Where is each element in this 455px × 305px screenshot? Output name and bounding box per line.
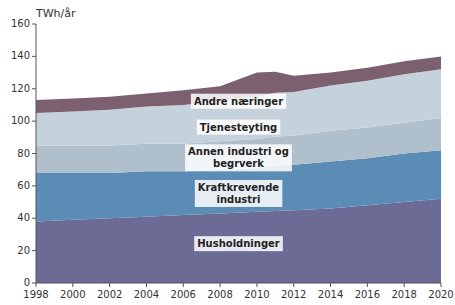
x-tick-label: 1998 — [23, 289, 48, 300]
x-tick-label: 2008 — [207, 289, 232, 300]
annotation-box — [191, 94, 286, 109]
x-tick — [256, 283, 257, 287]
x-tick — [183, 283, 184, 287]
y-tick — [32, 250, 36, 251]
x-tick-label: 2002 — [97, 289, 122, 300]
x-tick-label: 2020 — [428, 289, 453, 300]
annotation: Kraftkrevendeindustri — [195, 180, 283, 207]
y-tick — [32, 88, 36, 89]
annotation-text: Tjenesteyting — [200, 122, 277, 133]
y-tick-label: 20 — [17, 245, 30, 256]
y-axis-label: TWh/år — [35, 7, 76, 20]
annotation-box — [195, 180, 283, 207]
x-tick-label: 2000 — [60, 289, 85, 300]
y-tick — [32, 24, 36, 25]
annotation-box — [197, 120, 280, 135]
y-tick — [32, 185, 36, 186]
x-tick-label: 2014 — [318, 289, 343, 300]
annotation: Tjenesteyting — [197, 120, 280, 135]
x-tick — [72, 283, 73, 287]
y-tick-label: 120 — [11, 83, 30, 94]
annotation: Andre næringer — [191, 94, 286, 109]
annotation-text: Kraftkrevendeindustri — [198, 182, 280, 205]
x-tick — [36, 283, 37, 287]
annotation-box — [185, 144, 292, 171]
annotation-text: Annen industri ogbegrverk — [188, 146, 289, 169]
x-tick — [330, 283, 331, 287]
x-tick-label: 2006 — [171, 289, 196, 300]
y-tick — [32, 56, 36, 57]
x-tick-label: 2010 — [244, 289, 269, 300]
annotation-box — [194, 236, 283, 251]
y-tick-label: 60 — [17, 180, 30, 191]
area — [36, 56, 441, 113]
x-tick — [220, 283, 221, 287]
areas — [36, 56, 441, 283]
y-tick — [32, 218, 36, 219]
y-tick-label: 100 — [11, 115, 30, 126]
x-tick — [367, 283, 368, 287]
y-tick-label: 160 — [11, 18, 30, 29]
annotation: Annen industri ogbegrverk — [185, 144, 292, 171]
x-tick-label: 2012 — [281, 289, 306, 300]
x-tick — [293, 283, 294, 287]
chart: 0 20 40 60 80 100 120 140 160 1998 2000 2002 2004 200… — [0, 0, 455, 305]
x-tick-label: 2016 — [355, 289, 380, 300]
annotation-text: Andre næringer — [194, 96, 283, 107]
x-axis-line — [36, 283, 441, 284]
x-tick — [441, 283, 442, 287]
y-tick-label: 0 — [24, 277, 30, 288]
x-tick-label: 2004 — [134, 289, 159, 300]
y-tick — [32, 153, 36, 154]
y-tick-label: 40 — [17, 212, 30, 223]
x-tick-label: 2018 — [391, 289, 416, 300]
annotation-text: Husholdninger — [197, 238, 280, 249]
y-tick-label: 80 — [17, 148, 30, 159]
y-tick — [32, 121, 36, 122]
x-tick — [404, 283, 405, 287]
y-tick-label: 140 — [11, 50, 30, 61]
annotation: Husholdninger — [194, 236, 283, 251]
x-tick — [146, 283, 147, 287]
x-tick — [109, 283, 110, 287]
y-tick — [32, 283, 36, 284]
